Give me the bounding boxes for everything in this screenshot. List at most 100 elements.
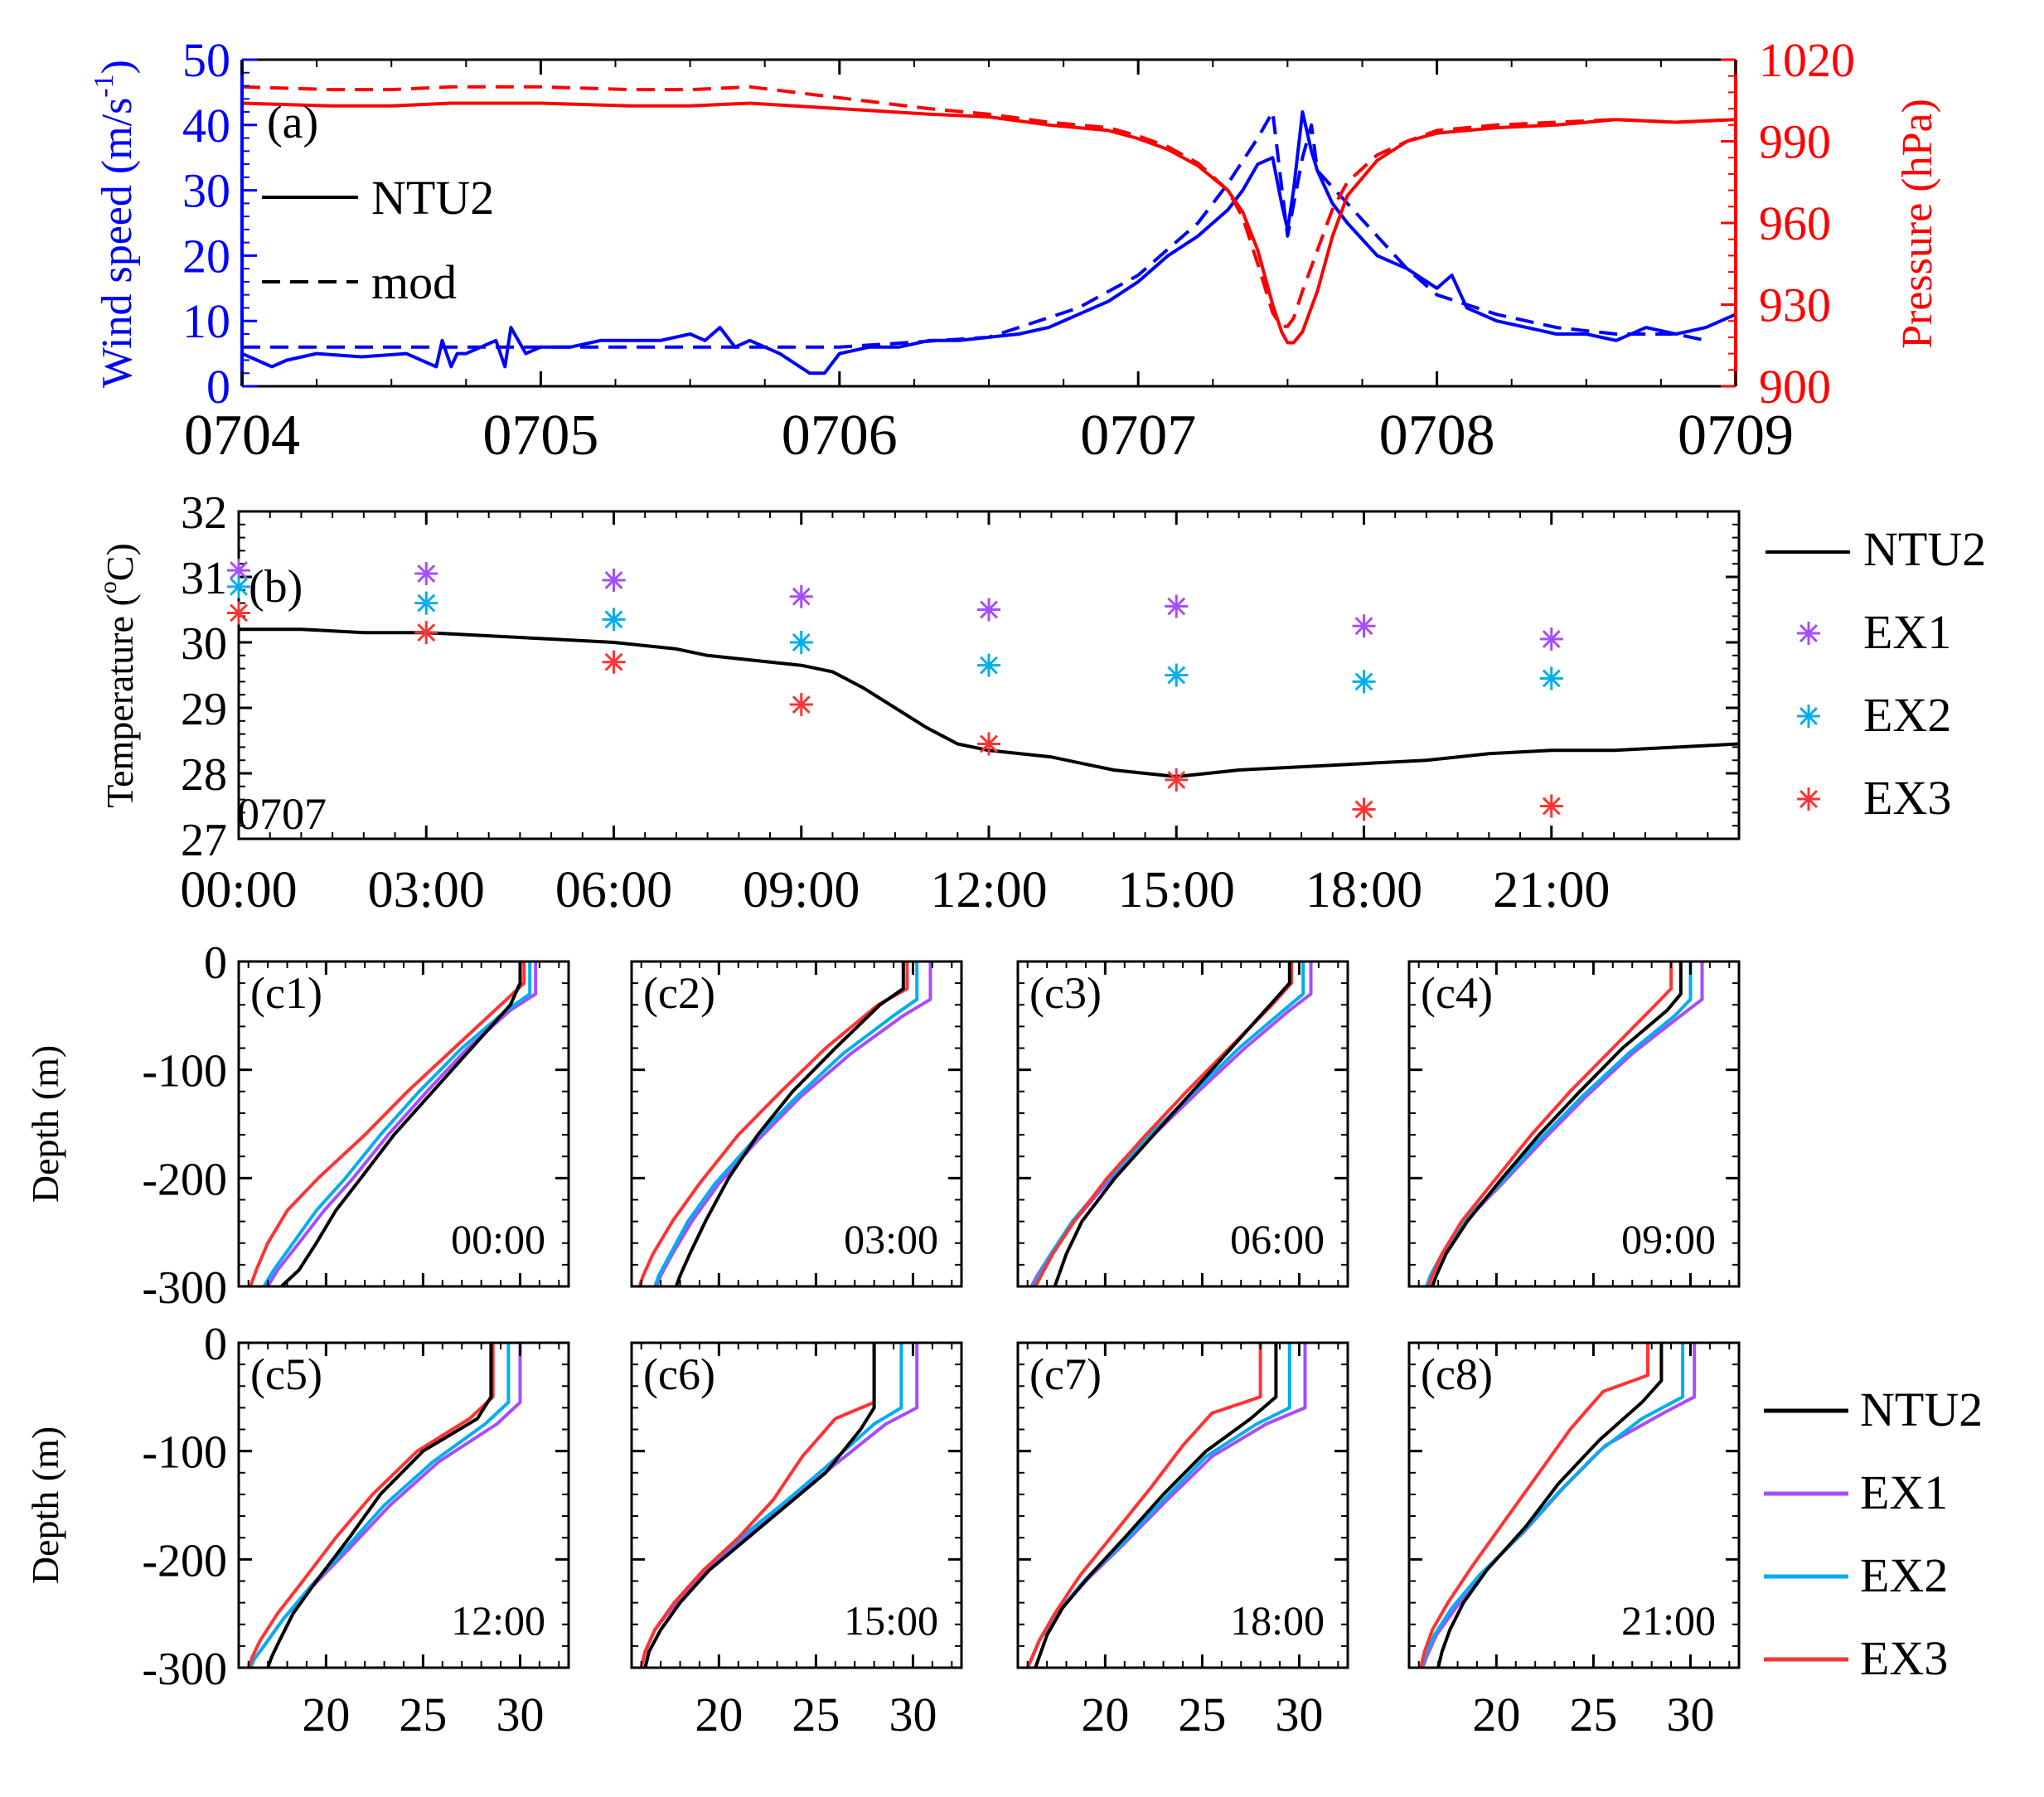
y-tick-label: -100 [142, 1427, 227, 1479]
x-tick-label: 25 [399, 1688, 447, 1741]
y-tick-label: 27 [181, 815, 227, 866]
y-tick-label: 0 [204, 1319, 227, 1370]
panel-label: (c6) [643, 1349, 715, 1399]
x-tick-label: 0708 [1379, 404, 1495, 467]
x-tick-label: 15:00 [1118, 862, 1235, 918]
y-tick-label: -100 [142, 1046, 227, 1097]
legend-label: EX1 [1860, 1465, 1948, 1519]
y-tick-label: -200 [142, 1535, 227, 1586]
marker-ex2 [1352, 670, 1376, 694]
marker-ex3 [977, 732, 1000, 756]
y-tick-label: 32 [181, 487, 227, 539]
y-tick-label-left: 40 [182, 99, 230, 153]
profile-ntu2 [280, 961, 522, 1286]
x-tick-label: 0706 [782, 404, 898, 467]
x-tick-label: 12:00 [930, 862, 1047, 918]
series-wind-mod [242, 110, 1707, 349]
y-tick-label-left: 50 [182, 33, 230, 87]
profile-series [1425, 961, 1704, 1286]
marker-ex3 [1165, 768, 1189, 792]
marker-ex3 [789, 693, 813, 717]
panel-c5: 0 -100 -200 -300 20 25 30 (c5) 12:00 Depth (m) [24, 1319, 570, 1741]
panel-time: 09:00 [1621, 1216, 1716, 1262]
marker-ex2 [1539, 666, 1563, 690]
y-tick-label-right: 900 [1759, 360, 1831, 414]
marker-ex1 [1539, 627, 1563, 651]
panel-c8: 20 25 30 (c8) 21:00 [1407, 1341, 1741, 1741]
profile-series [246, 1343, 522, 1668]
series-wind-ntu2 [242, 110, 1736, 375]
legend-label: NTU2 [1863, 522, 1986, 576]
panel-c7: 20 25 30 (c7) 18:00 [1016, 1341, 1349, 1741]
profile-ex3 [246, 1343, 495, 1668]
x-tick-label: 0707 [1080, 404, 1196, 467]
y-tick-label: 30 [181, 618, 227, 670]
marker-ex2 [1165, 663, 1189, 687]
y-tick-label: -300 [142, 1644, 227, 1695]
panel-time: 06:00 [1230, 1216, 1325, 1262]
panel-label: (a) [267, 97, 318, 148]
x-tick-label: 25 [1178, 1688, 1226, 1741]
x-tick-label: 18:00 [1305, 862, 1422, 918]
profile-ntu2 [1431, 961, 1683, 1286]
x-tick-label: 00:00 [180, 862, 297, 918]
profile-series [637, 961, 932, 1286]
y-tick-label-left: 0 [206, 360, 230, 414]
y-tick-label-left: 20 [182, 229, 230, 283]
marker-ex3 [1352, 797, 1376, 821]
y-axis-label: Depth (m) [24, 1426, 66, 1584]
y-tick-label: 28 [181, 749, 227, 801]
legend-label: EX1 [1863, 605, 1951, 659]
panel-a-series [242, 85, 1736, 375]
legend-marker-ex3 [1797, 787, 1820, 811]
marker-ex3 [414, 621, 438, 645]
panel-time: 15:00 [844, 1597, 938, 1644]
panel-c4: (c4) 09:00 [1407, 960, 1741, 1288]
marker-ex2 [227, 574, 250, 598]
x-tick-label: 06:00 [555, 862, 672, 918]
profile-ex1 [266, 961, 538, 1286]
marker-ex3 [1539, 794, 1563, 818]
x-tick-label: 30 [889, 1688, 937, 1741]
x-tick-label: 0704 [184, 404, 300, 467]
y-axis-label-right: Pressure (hPa) [1894, 99, 1941, 349]
profile-ex3 [1426, 961, 1673, 1286]
marker-ex1 [789, 584, 813, 608]
x-tick-label: 21:00 [1493, 862, 1610, 918]
legend-marker-ex2 [1797, 705, 1820, 728]
panel-label: (c1) [250, 968, 322, 1018]
legend-marker-ex1 [1797, 622, 1820, 645]
legend-label: EX3 [1863, 771, 1951, 825]
legend-label: NTU2 [1860, 1383, 1983, 1436]
panel-label: (c8) [1421, 1349, 1493, 1399]
series-ntu2-line [239, 627, 1740, 778]
profile-series [1029, 961, 1313, 1286]
profile-ex3 [249, 961, 526, 1286]
x-tick-label: 25 [792, 1688, 840, 1741]
y-axis-label: Temperature (oC) [94, 543, 141, 808]
x-tick-label: 25 [1569, 1688, 1617, 1741]
x-tick-label: 30 [1275, 1688, 1323, 1741]
profile-ex2 [249, 1343, 511, 1668]
profile-ex3 [639, 1343, 876, 1668]
panel-c3: (c3) 06:00 [1016, 960, 1349, 1288]
profile-ex2 [262, 961, 532, 1286]
y-tick-label-right: 960 [1759, 196, 1831, 250]
y-tick-label-left: 30 [182, 164, 230, 218]
profile-series [1025, 1343, 1307, 1668]
x-tick-label: 0705 [482, 404, 598, 467]
panel-label: (b) [249, 561, 303, 613]
marker-ex1 [1165, 594, 1189, 618]
profile-ex2 [1031, 961, 1305, 1286]
x-tick-label: 09:00 [743, 862, 860, 918]
profile-ex3 [1419, 1343, 1649, 1668]
panel-time: 21:00 [1621, 1597, 1716, 1644]
marker-ex1 [1352, 614, 1376, 638]
panel-label: (c4) [1421, 968, 1493, 1018]
x-tick-label: 03:00 [368, 862, 485, 918]
panel-time: 03:00 [844, 1216, 938, 1262]
profile-ntu2 [674, 961, 905, 1286]
y-tick-label: 29 [181, 684, 227, 735]
legend-label: mod [371, 255, 457, 309]
